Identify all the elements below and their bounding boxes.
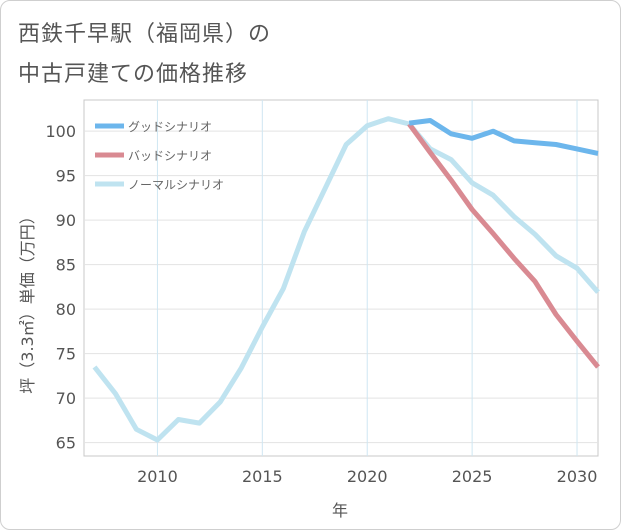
x-tick-label: 2010: [137, 467, 178, 486]
y-tick-label: 75: [56, 345, 76, 364]
series-line-1: [92, 116, 600, 443]
legend-label: バッドシナリオ: [128, 149, 212, 163]
x-tick-label: 2015: [242, 467, 283, 486]
y-tick-label: 95: [56, 167, 76, 186]
x-axis-label: 年: [331, 501, 349, 520]
x-tick-label: 2025: [452, 467, 493, 486]
y-tick-label: 70: [56, 389, 76, 408]
series-line-2: [407, 122, 600, 369]
chart-title-line-1: 西鉄千早駅（福岡県）の: [18, 22, 272, 47]
y-tick-label: 90: [56, 211, 76, 230]
x-tick-label: 2030: [557, 467, 598, 486]
chart-title-line-2: 中古戸建ての価格推移: [18, 62, 249, 87]
legend-label: グッドシナリオ: [128, 120, 212, 134]
y-tick-label: 80: [56, 300, 76, 319]
y-tick-label: 85: [56, 256, 76, 275]
y-axis-label: 坪（3.3㎡）単価（万円）: [18, 208, 37, 394]
legend-label: ノーマルシナリオ: [128, 178, 224, 192]
y-tick-label: 100: [45, 122, 76, 141]
series-line-3: [408, 118, 599, 156]
y-tick-label: 65: [56, 434, 76, 453]
x-tick-label: 2020: [347, 467, 388, 486]
